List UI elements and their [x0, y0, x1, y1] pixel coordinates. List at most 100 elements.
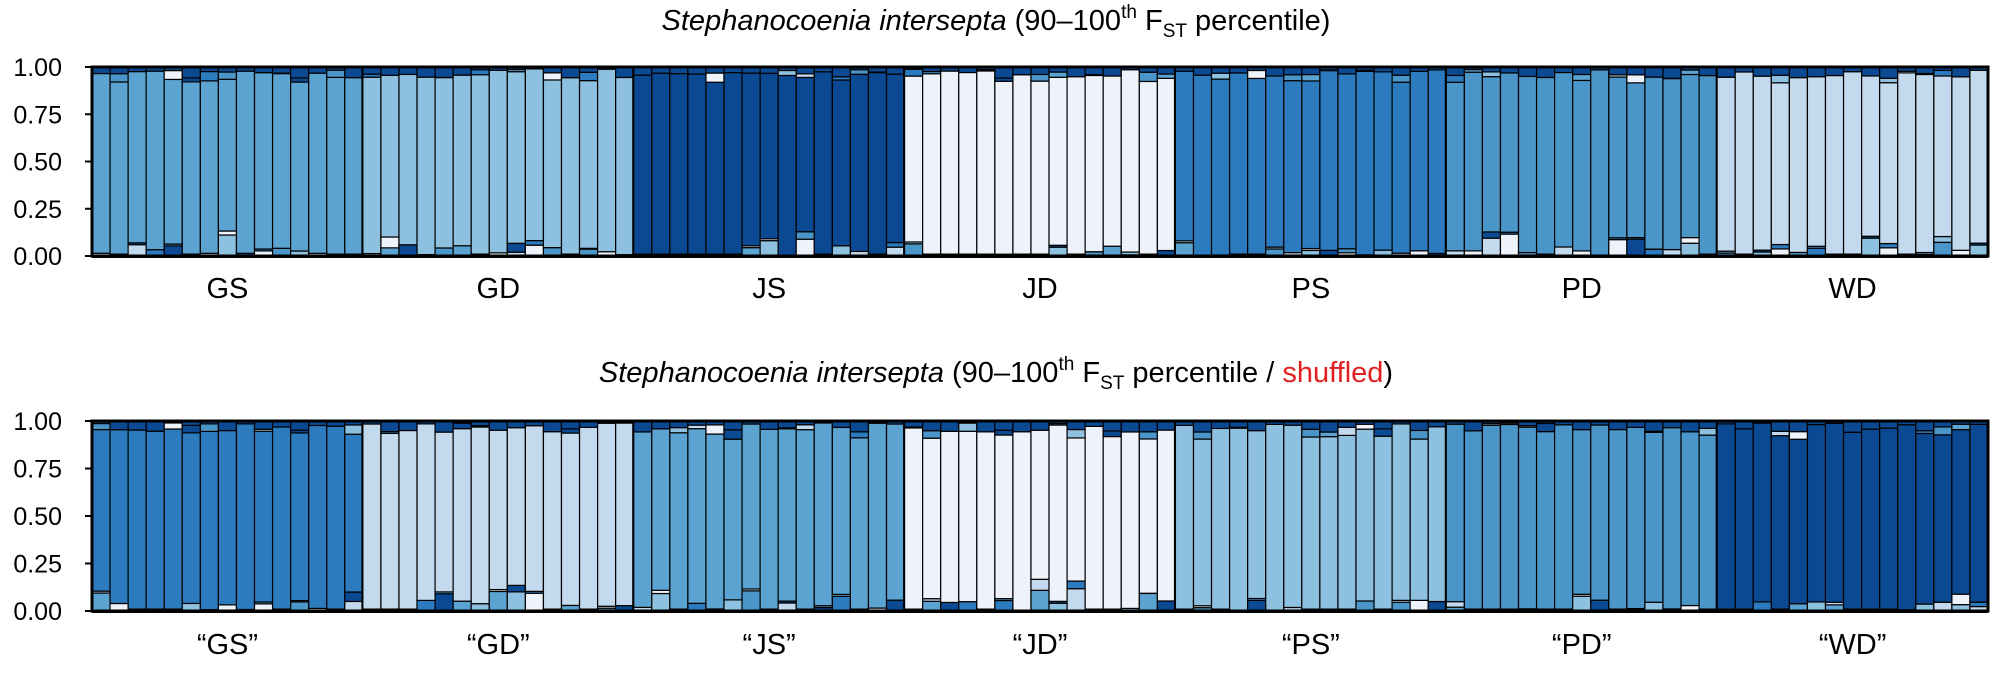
bar-segment [1409, 438, 1429, 601]
bar-segment [1770, 82, 1790, 246]
bar-segment [1915, 73, 1935, 254]
bar-segment [1012, 431, 1032, 612]
group-label: “JS” [743, 629, 796, 661]
bar-segment [506, 591, 526, 612]
y-tick-label: 0.00 [13, 243, 62, 271]
bar-segment [1969, 69, 1989, 244]
bar-segment [1247, 599, 1267, 612]
bar-segment [488, 590, 508, 612]
bar-segment [1355, 70, 1375, 256]
bar-segment [831, 245, 851, 257]
bar-segment [253, 72, 274, 250]
bar-segment [687, 602, 707, 611]
bar-segment [344, 424, 364, 435]
bar-segment [1409, 599, 1429, 612]
bar-segment [994, 66, 1014, 79]
bar-segment [1535, 431, 1556, 610]
bar-segment [1879, 82, 1899, 245]
bar-segment [308, 424, 328, 610]
bar-segment [1626, 238, 1646, 257]
bar-segment [1481, 71, 1502, 78]
bar-segment [1247, 77, 1267, 255]
bar-segment [596, 422, 617, 607]
bar-segment [1499, 233, 1520, 257]
bar-segment [434, 431, 454, 593]
bar-segment [1228, 72, 1249, 255]
bar-segment [1301, 80, 1321, 250]
bar-segment [217, 78, 238, 232]
bar-segment [181, 81, 201, 255]
bar-segment [1265, 75, 1285, 248]
title-rest: percentile) [1187, 5, 1330, 37]
bar-segment [1445, 423, 1465, 603]
bar-segment [1156, 429, 1177, 602]
bar-segment [578, 426, 599, 610]
bar-segment [1355, 600, 1375, 612]
bar-segment [741, 423, 761, 590]
bar-segment [1301, 428, 1321, 438]
bar-segment [705, 424, 725, 435]
bar-segment [1481, 231, 1502, 239]
bar-segment [163, 422, 183, 430]
bar-segment [1590, 599, 1610, 612]
bar-segment [1210, 72, 1231, 80]
y-tick-label: 0.25 [13, 196, 62, 224]
bar-segment [434, 420, 454, 433]
bar-segment [687, 428, 707, 604]
bar-segment [777, 74, 797, 257]
title-fst_f: F [1074, 357, 1100, 389]
panel-2: Stephanocoenia intersepta (90–100th FST … [13, 354, 1990, 661]
title-fst_sub: ST [1163, 21, 1188, 42]
bar-segment [849, 73, 870, 253]
bar-segment [1499, 72, 1520, 233]
bar-segment [1698, 434, 1718, 610]
bar-segment [1301, 73, 1321, 82]
bar-segment [940, 70, 960, 255]
bar-segment [217, 71, 238, 80]
title-shuffled: shuffled [1282, 357, 1383, 389]
bar-segment [741, 590, 761, 612]
bar-segment [524, 425, 545, 592]
bar-segment [759, 72, 779, 240]
bar-segment [416, 599, 436, 612]
bar-segment [1012, 74, 1032, 255]
bar-segment [1716, 76, 1736, 252]
bar-segment [1156, 77, 1177, 252]
bar-segment [109, 81, 129, 255]
bar-segment [958, 430, 978, 603]
bar-segment [127, 244, 147, 257]
bar-segment [1138, 592, 1158, 612]
bar-segment [1283, 74, 1303, 82]
bar-segment [163, 428, 183, 610]
bar-segment [1662, 427, 1682, 610]
bar-segment [1788, 66, 1809, 79]
bar-segment [1030, 578, 1050, 591]
bar-segment [1752, 422, 1772, 603]
bar-segment [398, 244, 418, 257]
bar-segment [542, 431, 563, 610]
bar-segment [849, 420, 870, 433]
y-tick-label: 0.50 [13, 149, 62, 177]
title-species: Stephanocoenia intersepta [662, 5, 1007, 37]
bar-segment [1120, 69, 1140, 253]
bar-segment [940, 420, 960, 432]
bar-segment [199, 70, 219, 82]
bar-segment [1608, 239, 1628, 257]
bar-segment [723, 438, 743, 601]
bar-segment [795, 76, 815, 233]
bar-segment [922, 73, 942, 255]
bar-segment [1951, 423, 1971, 431]
bar-segment [976, 70, 996, 255]
bar-segment [1174, 424, 1195, 610]
bar-segment [1102, 435, 1122, 610]
bar-segment [1210, 78, 1231, 256]
bar-segment [1698, 427, 1718, 436]
bar-segment [903, 75, 924, 243]
bar-segment [163, 69, 183, 81]
bar-segment [1355, 423, 1375, 430]
bar-segment [705, 72, 725, 83]
bar-segment [1842, 431, 1863, 610]
y-tick-label: 1.00 [13, 408, 62, 436]
bar-segment [1192, 74, 1213, 257]
